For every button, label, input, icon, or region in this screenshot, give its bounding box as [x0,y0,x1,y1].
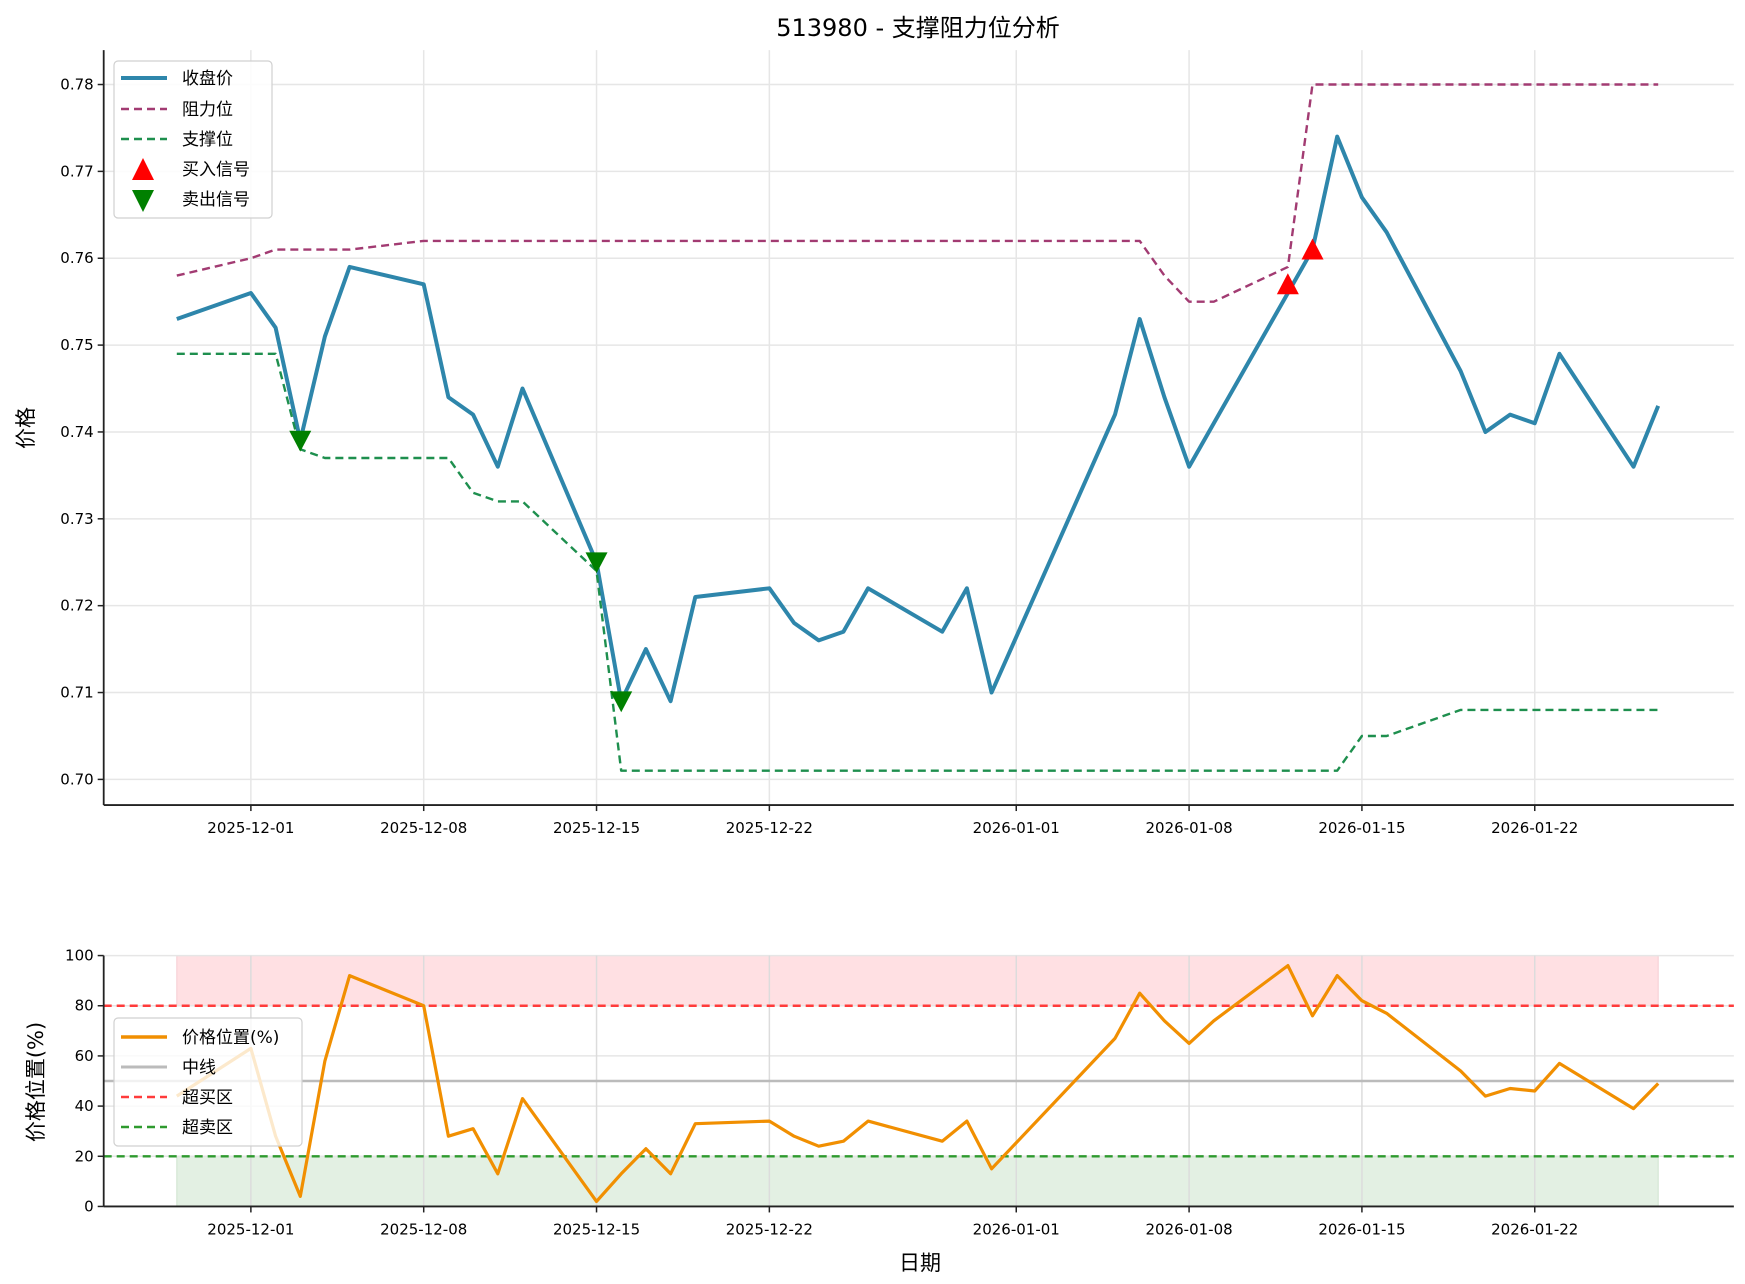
y-tick-label: 0 [84,1197,94,1215]
y-tick-label: 100 [65,947,94,965]
y-tick-label: 40 [75,1097,94,1115]
x-tick-label: 2026-01-22 [1491,819,1578,837]
buy-signal-marker [1276,273,1299,295]
position-axes: 0 20 40 60 80 100 2025-12-01 2025-12-08 2025-12-… [24,947,1734,1275]
legend-close-price: 收盘价 [182,69,233,89]
y-tick-label: 0.72 [60,597,93,615]
resistance-line [176,83,1659,303]
price-ticks: 0.70 0.71 0.72 0.73 0.74 0.75 0.76 0.77 0.78 2025… [60,76,1578,838]
x-tick-label: 2026-01-15 [1318,1220,1405,1238]
position-axis-frame [102,955,1734,1208]
x-tick-label: 2026-01-01 [973,1220,1060,1238]
legend-buy-signal: 买入信号 [182,160,250,180]
y-tick-label: 0.74 [60,423,93,441]
legend-midline: 中线 [182,1058,216,1078]
legend-position: 价格位置(%) [182,1028,279,1048]
x-tick-label: 2026-01-01 [973,819,1060,837]
date-x-label: 日期 [899,1251,941,1275]
legend-box [113,60,273,219]
y-tick-label: 0.73 [60,510,93,528]
chart-title: 513980 - 支撑阻力位分析 [776,14,1060,42]
x-tick-label: 2026-01-22 [1491,1220,1578,1238]
price-position-line [175,963,1660,1204]
price-legend: 收盘价 阻力位 支撑位 买入信号 卖出信号 [113,60,273,219]
position-y-label: 价格位置(%) [24,1022,48,1142]
position-ticks: 0 20 40 60 80 100 2025-12-01 2025-12-08 2025-12-… [65,947,1578,1239]
y-tick-label: 0.76 [60,249,93,267]
legend-support: 支撑位 [182,130,233,150]
y-tick-label: 0.78 [60,76,93,94]
x-tick-label: 2025-12-22 [726,1220,813,1238]
y-tick-label: 20 [75,1147,94,1165]
legend-box [113,1017,303,1147]
buy-signal-marker [1301,238,1324,260]
position-series [103,963,1734,1204]
x-tick-label: 2025-12-01 [207,819,294,837]
legend-resistance: 阻力位 [182,100,233,120]
x-tick-label: 2025-12-08 [380,819,467,837]
legend-overbought: 超买区 [182,1088,233,1108]
legend-sell-signal: 卖出信号 [182,190,250,210]
sell-signal-marker [585,552,608,574]
x-tick-label: 2025-12-01 [207,1220,294,1238]
y-tick-label: 0.77 [60,162,93,180]
price-series [176,83,1661,772]
y-tick-label: 0.70 [60,770,93,788]
x-tick-label: 2025-12-15 [553,1220,640,1238]
y-tick-label: 60 [75,1047,94,1065]
sell-signal-marker [289,430,312,452]
overbought-band [176,955,1659,1007]
buy-signal-icon [132,158,154,180]
price-axis-frame [102,50,1734,806]
price-grid [103,50,1734,806]
x-tick-label: 2026-01-08 [1145,819,1232,837]
y-tick-label: 0.71 [60,684,93,702]
price-y-label: 价格 [14,407,38,449]
x-tick-label: 2025-12-08 [380,1220,467,1238]
legend-oversold: 超卖区 [182,1118,233,1138]
x-tick-label: 2025-12-22 [726,819,813,837]
y-tick-label: 0.75 [60,336,93,354]
oversold-band [176,1155,1659,1207]
price-axes: 0.70 0.71 0.72 0.73 0.74 0.75 0.76 0.77 0.78 2025… [14,50,1734,837]
x-tick-label: 2025-12-15 [553,819,640,837]
sell-signal-icon [132,190,154,212]
y-tick-label: 80 [75,997,94,1015]
sell-signal-marker [610,691,633,713]
x-tick-label: 2026-01-15 [1318,819,1405,837]
support-line [176,352,1659,772]
x-tick-label: 2026-01-08 [1145,1220,1232,1238]
position-legend: 价格位置(%) 中线 超买区 超卖区 [113,1017,303,1147]
close-price-line [176,134,1661,704]
